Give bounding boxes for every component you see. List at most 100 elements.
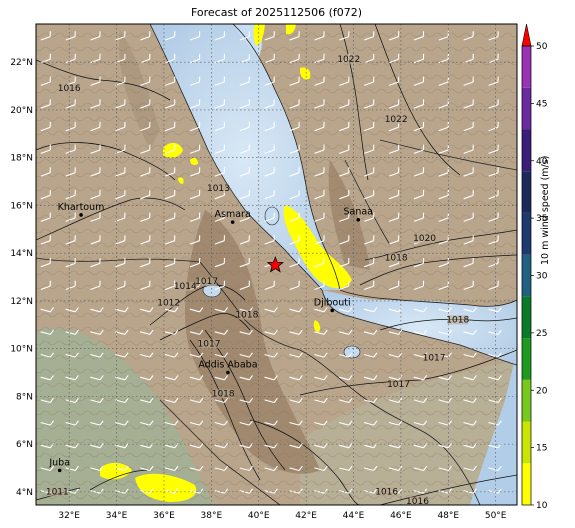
wind-barb <box>438 307 452 313</box>
colorbar-band <box>522 296 531 339</box>
isobar-label: 1017 <box>198 339 221 349</box>
wind-barb <box>264 420 278 426</box>
wind-barb <box>388 375 403 381</box>
wind-barb <box>140 167 151 177</box>
wind-barb <box>413 280 425 291</box>
wind-barb <box>264 375 278 381</box>
wind-barb <box>339 99 350 109</box>
lon-tick-label: 32°E <box>58 511 80 521</box>
wind-barb <box>413 144 425 154</box>
wind-barb <box>140 397 154 404</box>
wind-barb <box>189 375 204 381</box>
wind-barb <box>40 465 54 472</box>
wind-barb <box>488 189 499 200</box>
isobar-label: 1013 <box>207 184 230 194</box>
city-dot <box>356 217 361 222</box>
isobar-label: 1020 <box>413 234 436 244</box>
wind-barb <box>214 257 226 268</box>
graticule <box>36 24 517 505</box>
wind-barb <box>90 31 101 41</box>
wind-barb <box>314 375 328 381</box>
city-label: Juba <box>48 457 70 468</box>
wind-barb <box>488 144 499 154</box>
wind-barb <box>140 307 154 313</box>
wind-barb <box>264 235 275 245</box>
wind-barb <box>40 189 51 200</box>
lon-tick-label: 44°E <box>343 511 365 521</box>
wind-barb <box>115 397 129 404</box>
wind-barb <box>115 420 129 426</box>
lat-tick-label: 12°N <box>10 297 33 307</box>
wind-barb <box>40 121 51 132</box>
wind-barb <box>239 280 250 291</box>
wind-barb <box>388 397 403 404</box>
wind-barb <box>363 329 378 335</box>
wind-barb <box>90 212 101 222</box>
wind-barb <box>239 167 250 177</box>
wind-barb <box>214 443 229 449</box>
isobar-label: 1016 <box>58 84 81 94</box>
wind-barb <box>488 76 499 86</box>
wind-barb <box>364 189 375 200</box>
wind-barb <box>90 257 101 268</box>
wind-barb <box>164 329 179 335</box>
wind-barb <box>65 443 79 449</box>
wind-barb <box>314 307 328 313</box>
wind-barb <box>289 212 300 222</box>
wind-barb <box>413 465 428 472</box>
wind-barb <box>488 212 499 222</box>
wind-barb <box>339 167 350 177</box>
wind-barb <box>289 121 300 132</box>
lon-tick-label: 48°E <box>437 511 459 521</box>
wind-barb <box>189 144 201 154</box>
wind-barb <box>463 420 477 426</box>
isobar-label: 1022 <box>337 55 360 65</box>
wind-barb <box>289 76 300 86</box>
wind-barb <box>488 99 499 109</box>
colorbar-tick-label: 45 <box>536 99 547 109</box>
wind-barb <box>65 167 76 177</box>
wind-barb <box>488 465 502 472</box>
colorbar: 10 15 20 25 30 35 40 45 50 <box>521 23 548 511</box>
wind-barb <box>413 375 428 381</box>
wind-barb <box>214 212 226 222</box>
wind-barb <box>115 257 126 268</box>
coastlines-borders <box>36 24 517 505</box>
wind-barb <box>90 76 101 86</box>
wind-barb <box>140 375 154 381</box>
wind-barb <box>264 76 275 86</box>
wind-barb <box>339 257 350 268</box>
target-location-star-icon <box>266 255 284 273</box>
wind-barb <box>388 280 400 291</box>
wind-barb <box>339 31 350 41</box>
wind-barb <box>164 352 179 358</box>
wind-barb <box>314 99 325 109</box>
wind-barb <box>239 257 250 268</box>
wind-barb <box>388 99 400 109</box>
wind-barb <box>189 488 204 494</box>
wind-barb <box>413 212 425 222</box>
wind-barb <box>463 189 474 200</box>
wind-barb <box>438 420 452 426</box>
wind-barb <box>214 329 229 335</box>
wind-barb <box>189 307 204 313</box>
wind-barb <box>115 99 126 109</box>
wind-barb <box>364 76 375 86</box>
wind-barb <box>214 235 226 245</box>
wind-barb <box>90 465 104 472</box>
wind-barb <box>189 121 201 132</box>
wind-barb <box>388 235 400 245</box>
wind-barb <box>314 76 325 86</box>
wind-barb <box>438 443 452 449</box>
wind-barb <box>388 189 400 200</box>
isobar-label: 1017 <box>195 277 218 287</box>
wind-barb <box>214 31 226 41</box>
wind-barb <box>90 329 104 335</box>
wind-barb <box>214 375 229 381</box>
wind-barb <box>339 420 353 426</box>
wind-barb <box>214 144 226 154</box>
wind-barb <box>239 144 250 154</box>
wind-barb <box>438 329 452 335</box>
wind-barb <box>413 167 425 177</box>
wind-barb <box>289 420 303 426</box>
